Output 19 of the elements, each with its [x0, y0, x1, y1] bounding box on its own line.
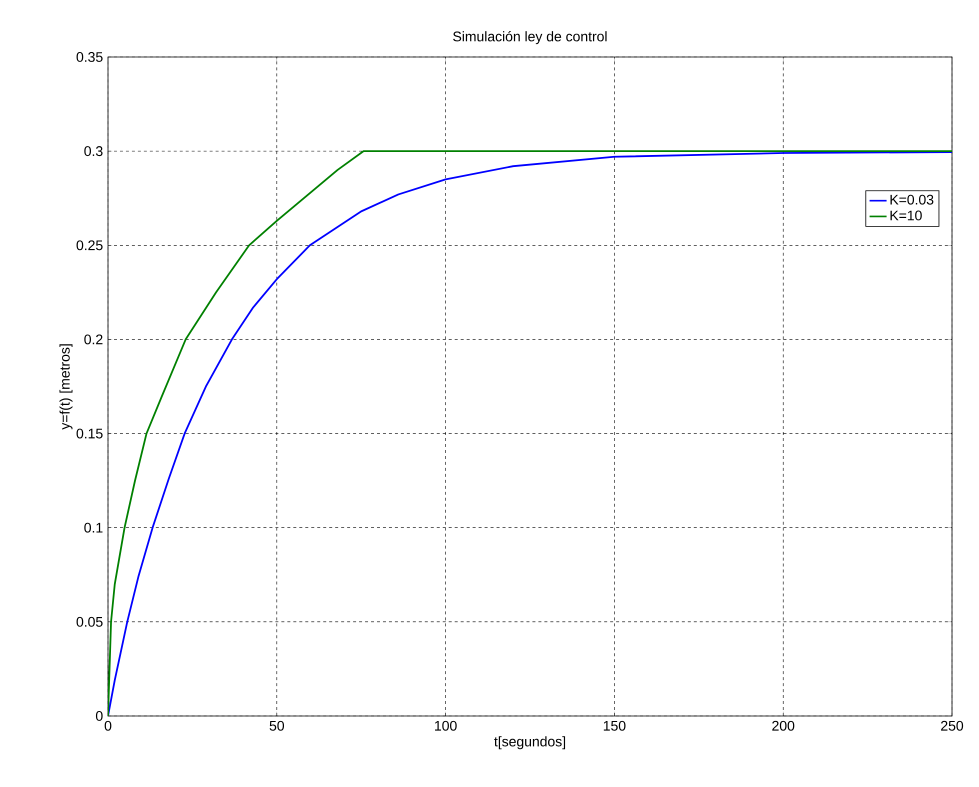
x-tick-label: 100 — [435, 720, 457, 731]
y-tick-label: 0 — [96, 711, 103, 721]
x-tick-label: 200 — [772, 720, 794, 731]
x-axis-title: t[segundos] — [494, 736, 566, 750]
legend-label: K=0.03 — [890, 194, 934, 205]
y-tick-label: 0.15 — [76, 428, 103, 438]
y-tick-label: 0.1 — [84, 522, 102, 533]
y-tick-label: 0.3 — [84, 146, 103, 156]
legend-label: K=10 — [890, 210, 922, 220]
y-tick-label: 0.35 — [76, 52, 103, 62]
x-tick-label: 250 — [941, 720, 964, 731]
y-tick-label: 0.2 — [84, 334, 102, 344]
x-tick-label: 0 — [104, 720, 112, 731]
x-tick-label: 50 — [270, 720, 284, 731]
y-tick-label: 0.25 — [76, 240, 103, 250]
chart-title: Simulación ley de control — [453, 30, 607, 44]
x-tick-label: 150 — [604, 720, 626, 731]
y-tick-label: 0.05 — [76, 616, 103, 627]
y-axis-title: y=f(t) [metros] — [59, 344, 72, 430]
